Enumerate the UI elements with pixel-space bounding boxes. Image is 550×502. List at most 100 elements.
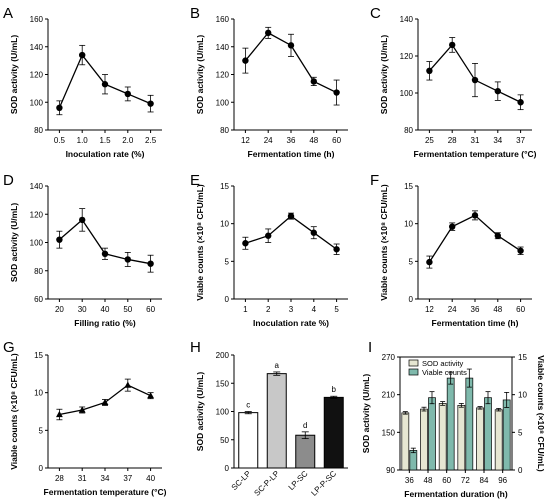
y-tick-label: 80 — [34, 267, 43, 276]
error-bar — [330, 395, 338, 399]
x-tick-label: 60 — [442, 476, 451, 485]
data-point — [449, 41, 456, 49]
panel-letter: H — [190, 339, 201, 356]
y-tick-label: 50 — [220, 436, 229, 445]
y-tick-label: 10 — [34, 389, 43, 398]
y-tick-label: 15 — [404, 182, 413, 191]
x-tick-label: 20 — [55, 305, 64, 314]
x-tick-label: 25 — [425, 136, 434, 145]
y-tick-label: 60 — [34, 295, 43, 304]
y-tick-label: 140 — [400, 15, 414, 24]
panel-letter: G — [3, 339, 15, 356]
x-tick-label: 24 — [264, 136, 273, 145]
x-tick-label: 5 — [334, 305, 339, 314]
y-tick-label: 10 — [404, 220, 413, 229]
bar — [323, 396, 344, 469]
y-tick-label: 160 — [216, 15, 230, 24]
y-axis-title: SOD activity (U/mL) — [9, 203, 19, 283]
x-tick-label: LP-SC — [287, 469, 310, 492]
bar-viable-counts — [446, 377, 455, 471]
series-line — [245, 215, 337, 250]
data-point — [287, 212, 295, 220]
data-point — [101, 398, 109, 406]
legend-label: SOD activity — [422, 359, 464, 368]
data-point — [426, 67, 433, 75]
panel-letter: I — [368, 339, 372, 356]
legend-swatch — [408, 368, 419, 376]
data-point — [124, 90, 131, 98]
error-bar — [273, 371, 281, 376]
x-tick-label: 48 — [493, 305, 502, 314]
x-tick-label: 2 — [266, 305, 271, 314]
x-tick-label: 1.5 — [99, 136, 111, 145]
data-point — [265, 29, 272, 37]
x-tick-label: 60 — [332, 136, 341, 145]
bar-sod-activity — [476, 407, 484, 471]
data-point — [101, 250, 109, 257]
x-tick-label: 24 — [448, 305, 457, 314]
data-point — [56, 104, 63, 112]
legend-swatch — [408, 359, 419, 367]
y-axis-title: SOD activity (U/mL) — [9, 35, 19, 115]
x-axis-title: Fermentation temperature (°C) — [414, 149, 537, 159]
y-axis-title: SOD activity (U/mL) — [361, 374, 371, 454]
x-tick-label: 60 — [516, 305, 525, 314]
x-tick-label: 48 — [424, 476, 433, 485]
x-tick-label: 31 — [471, 136, 480, 145]
y-tick-label: 120 — [30, 71, 44, 80]
data-point — [517, 247, 524, 254]
y-tick-label: 90 — [386, 466, 395, 475]
bar-viable-counts — [484, 397, 492, 471]
y2-tick-label: 5 — [518, 428, 523, 437]
x-tick-label: SC-P-LP — [252, 469, 281, 498]
y2-tick-label: 0 — [518, 466, 523, 475]
y-tick-label: 150 — [382, 428, 396, 437]
y-tick-label: 80 — [404, 126, 413, 135]
error-bar — [421, 406, 427, 412]
y-tick-label: 100 — [30, 239, 44, 248]
error-bar — [244, 411, 252, 415]
y-tick-label: 15 — [34, 351, 43, 360]
y-tick-label: 120 — [216, 71, 230, 80]
y-tick-label: 0 — [225, 295, 230, 304]
data-point — [242, 240, 249, 247]
y-tick-label: 15 — [220, 182, 229, 191]
x-tick-label: 36 — [471, 305, 480, 314]
x-axis-title: Fermentation time (h) — [248, 149, 335, 159]
error-bar — [458, 403, 464, 408]
x-tick-label: 50 — [123, 305, 132, 314]
significance-label: d — [303, 421, 307, 430]
data-point — [517, 99, 524, 106]
x-tick-label: 84 — [480, 476, 489, 485]
panel-letter: F — [370, 172, 379, 189]
x-tick-label: 2.5 — [145, 136, 157, 145]
x-tick-label: 36 — [287, 136, 296, 145]
x-tick-label: 37 — [516, 136, 525, 145]
data-point — [494, 232, 501, 239]
error-bar — [477, 406, 483, 410]
significance-label: b — [332, 385, 337, 394]
x-axis-title: Fermentation time (h) — [432, 318, 519, 328]
data-point — [147, 392, 154, 399]
bar-viable-counts — [428, 397, 436, 471]
bar-viable-counts — [502, 399, 511, 471]
error-bar — [410, 447, 416, 454]
y-axis-title: SOD activity (U/mL) — [379, 35, 389, 115]
y-tick-label: 120 — [30, 210, 44, 219]
y2-tick-label: 15 — [518, 353, 527, 362]
y-tick-label: 150 — [216, 379, 230, 388]
y-tick-label: 0 — [39, 464, 44, 473]
x-axis-title: Inoculation rate %) — [253, 318, 329, 328]
x-tick-label: 96 — [498, 476, 507, 485]
data-point — [56, 236, 63, 243]
bar-viable-counts — [465, 377, 474, 471]
y-tick-label: 5 — [225, 257, 230, 266]
bar — [238, 412, 259, 469]
x-tick-label: 1 — [243, 305, 248, 314]
error-bar — [301, 431, 309, 440]
error-bar — [496, 408, 502, 412]
bar — [295, 434, 316, 469]
panel-letter: C — [370, 5, 381, 22]
data-point — [471, 76, 479, 84]
